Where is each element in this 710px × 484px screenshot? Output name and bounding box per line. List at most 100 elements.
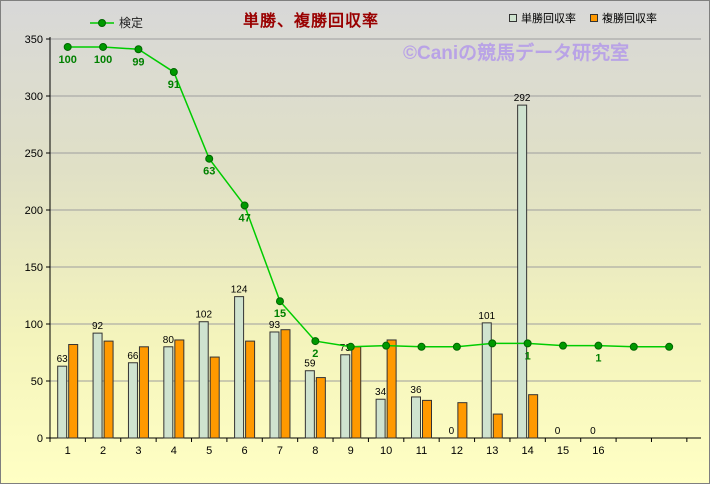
bar-tansho-9 — [340, 354, 351, 439]
kentei-point-14 — [523, 339, 532, 348]
kentei-label-1: 100 — [59, 54, 77, 66]
bar-fukusho-1 — [68, 344, 79, 439]
kentei-point-1 — [63, 42, 72, 51]
bar-tansho-7 — [269, 331, 280, 439]
x-tick-label-2: 2 — [100, 445, 106, 457]
bar-label-tansho-14: 292 — [514, 93, 531, 104]
bar-tansho-6 — [234, 296, 245, 439]
bar-label-tansho-5: 102 — [195, 310, 212, 321]
x-tick-label-14: 14 — [522, 445, 534, 457]
x-tick-label-15: 15 — [557, 445, 569, 457]
kentei-point-15 — [559, 341, 568, 350]
x-tick-label-1: 1 — [65, 445, 71, 457]
watermark: ©Caniの競馬データ研究室 — [403, 43, 630, 64]
kentei-label-3: 99 — [132, 56, 144, 68]
bar-tansho-10 — [375, 398, 386, 439]
kentei-point-10 — [382, 341, 391, 350]
bar-fukusho-7 — [280, 329, 291, 439]
kentei-point-6 — [240, 201, 249, 210]
kentei-point-4 — [169, 68, 178, 77]
bar-tansho-4 — [163, 346, 174, 439]
bar-tansho-5 — [198, 321, 209, 439]
bar-fukusho-11 — [421, 399, 432, 439]
line-legend-marker — [90, 18, 114, 27]
bar-tansho-11 — [410, 396, 421, 439]
bar-tansho-1 — [57, 365, 68, 439]
bar-fukusho-9 — [351, 346, 362, 439]
bar-label-tansho-2: 92 — [92, 321, 104, 332]
x-tick-label-5: 5 — [206, 445, 212, 457]
x-tick-label-7: 7 — [277, 445, 283, 457]
y-tick-label-300: 300 — [25, 91, 43, 103]
bar-label-tansho-7: 93 — [269, 320, 281, 331]
x-tick-label-9: 9 — [348, 445, 354, 457]
y-tick-label-100: 100 — [25, 319, 43, 331]
bar-fukusho-5 — [209, 356, 220, 439]
kentei-point-17 — [629, 342, 638, 351]
legend-kentei: 検定 — [89, 14, 143, 31]
bar-label-tansho-4: 80 — [163, 335, 175, 346]
kentei-point-5 — [205, 154, 214, 163]
bar-label-tansho-11: 36 — [410, 385, 422, 396]
kentei-point-8 — [311, 337, 320, 346]
bar-fukusho-14 — [528, 394, 539, 439]
legend-fukusho-label: 複勝回収率 — [602, 13, 657, 25]
bar-label-tansho-3: 66 — [127, 351, 139, 362]
x-tick-label-4: 4 — [171, 445, 177, 457]
bar-label-tansho-13: 101 — [478, 311, 495, 322]
kentei-point-18 — [665, 342, 674, 351]
legend-kentei-label: 検定 — [119, 16, 144, 30]
kentei-point-3 — [134, 45, 143, 54]
x-tick-label-8: 8 — [312, 445, 318, 457]
bar-label-tansho-16: 0 — [590, 426, 596, 437]
bar-label-tansho-12: 0 — [449, 426, 455, 437]
x-tick-label-3: 3 — [135, 445, 141, 457]
bar-fukusho-3 — [138, 346, 149, 439]
bar-tansho-14 — [517, 104, 528, 439]
x-tick-label-6: 6 — [242, 445, 248, 457]
bar-label-tansho-1: 63 — [57, 354, 69, 365]
kentei-label-14: 1 — [525, 350, 531, 362]
chart-title: 単勝、複勝回収率 — [242, 13, 379, 30]
kentei-point-2 — [99, 42, 108, 51]
bar-label-tansho-8: 59 — [304, 359, 316, 370]
x-tick-label-13: 13 — [486, 445, 498, 457]
kentei-point-13 — [488, 339, 497, 348]
bar-fukusho-4 — [174, 339, 185, 439]
bar-fukusho-10 — [386, 339, 397, 439]
legend-tansho-label: 単勝回収率 — [521, 13, 576, 25]
legend-bars: 単勝回収率 複勝回収率 — [509, 10, 657, 26]
x-tick-label-10: 10 — [380, 445, 392, 457]
y-tick-label-0: 0 — [37, 433, 43, 445]
y-tick-label-350: 350 — [25, 34, 43, 46]
bar-label-tansho-10: 34 — [375, 387, 387, 398]
kentei-point-16 — [594, 341, 603, 350]
kentei-label-2: 100 — [94, 54, 112, 66]
legend-item-tansho: 単勝回収率 — [509, 10, 576, 26]
fukusho-legend-marker — [590, 14, 598, 22]
bar-fukusho-6 — [245, 340, 256, 439]
bar-tansho-3 — [127, 362, 138, 439]
bar-tansho-13 — [481, 322, 492, 439]
bar-label-tansho-6: 124 — [231, 285, 248, 296]
kentei-point-7 — [275, 297, 284, 306]
bar-fukusho-12 — [457, 402, 468, 439]
bar-tansho-2 — [92, 332, 103, 439]
bar-fukusho-2 — [103, 340, 114, 439]
bar-fukusho-8 — [315, 377, 326, 439]
kentei-label-8: 2 — [312, 348, 318, 360]
kentei-label-4: 91 — [168, 79, 180, 91]
kentei-point-12 — [452, 342, 461, 351]
kentei-label-7: 15 — [274, 308, 286, 320]
x-tick-label-11: 11 — [416, 445, 427, 457]
kentei-line — [67, 46, 670, 348]
y-tick-label-250: 250 — [25, 148, 43, 160]
y-tick-label-150: 150 — [25, 262, 43, 274]
kentei-point-9 — [346, 342, 355, 351]
y-tick-label-200: 200 — [25, 205, 43, 217]
y-tick-label-50: 50 — [31, 376, 43, 388]
bar-label-tansho-9: 73 — [340, 343, 352, 354]
kentei-point-11 — [417, 342, 426, 351]
